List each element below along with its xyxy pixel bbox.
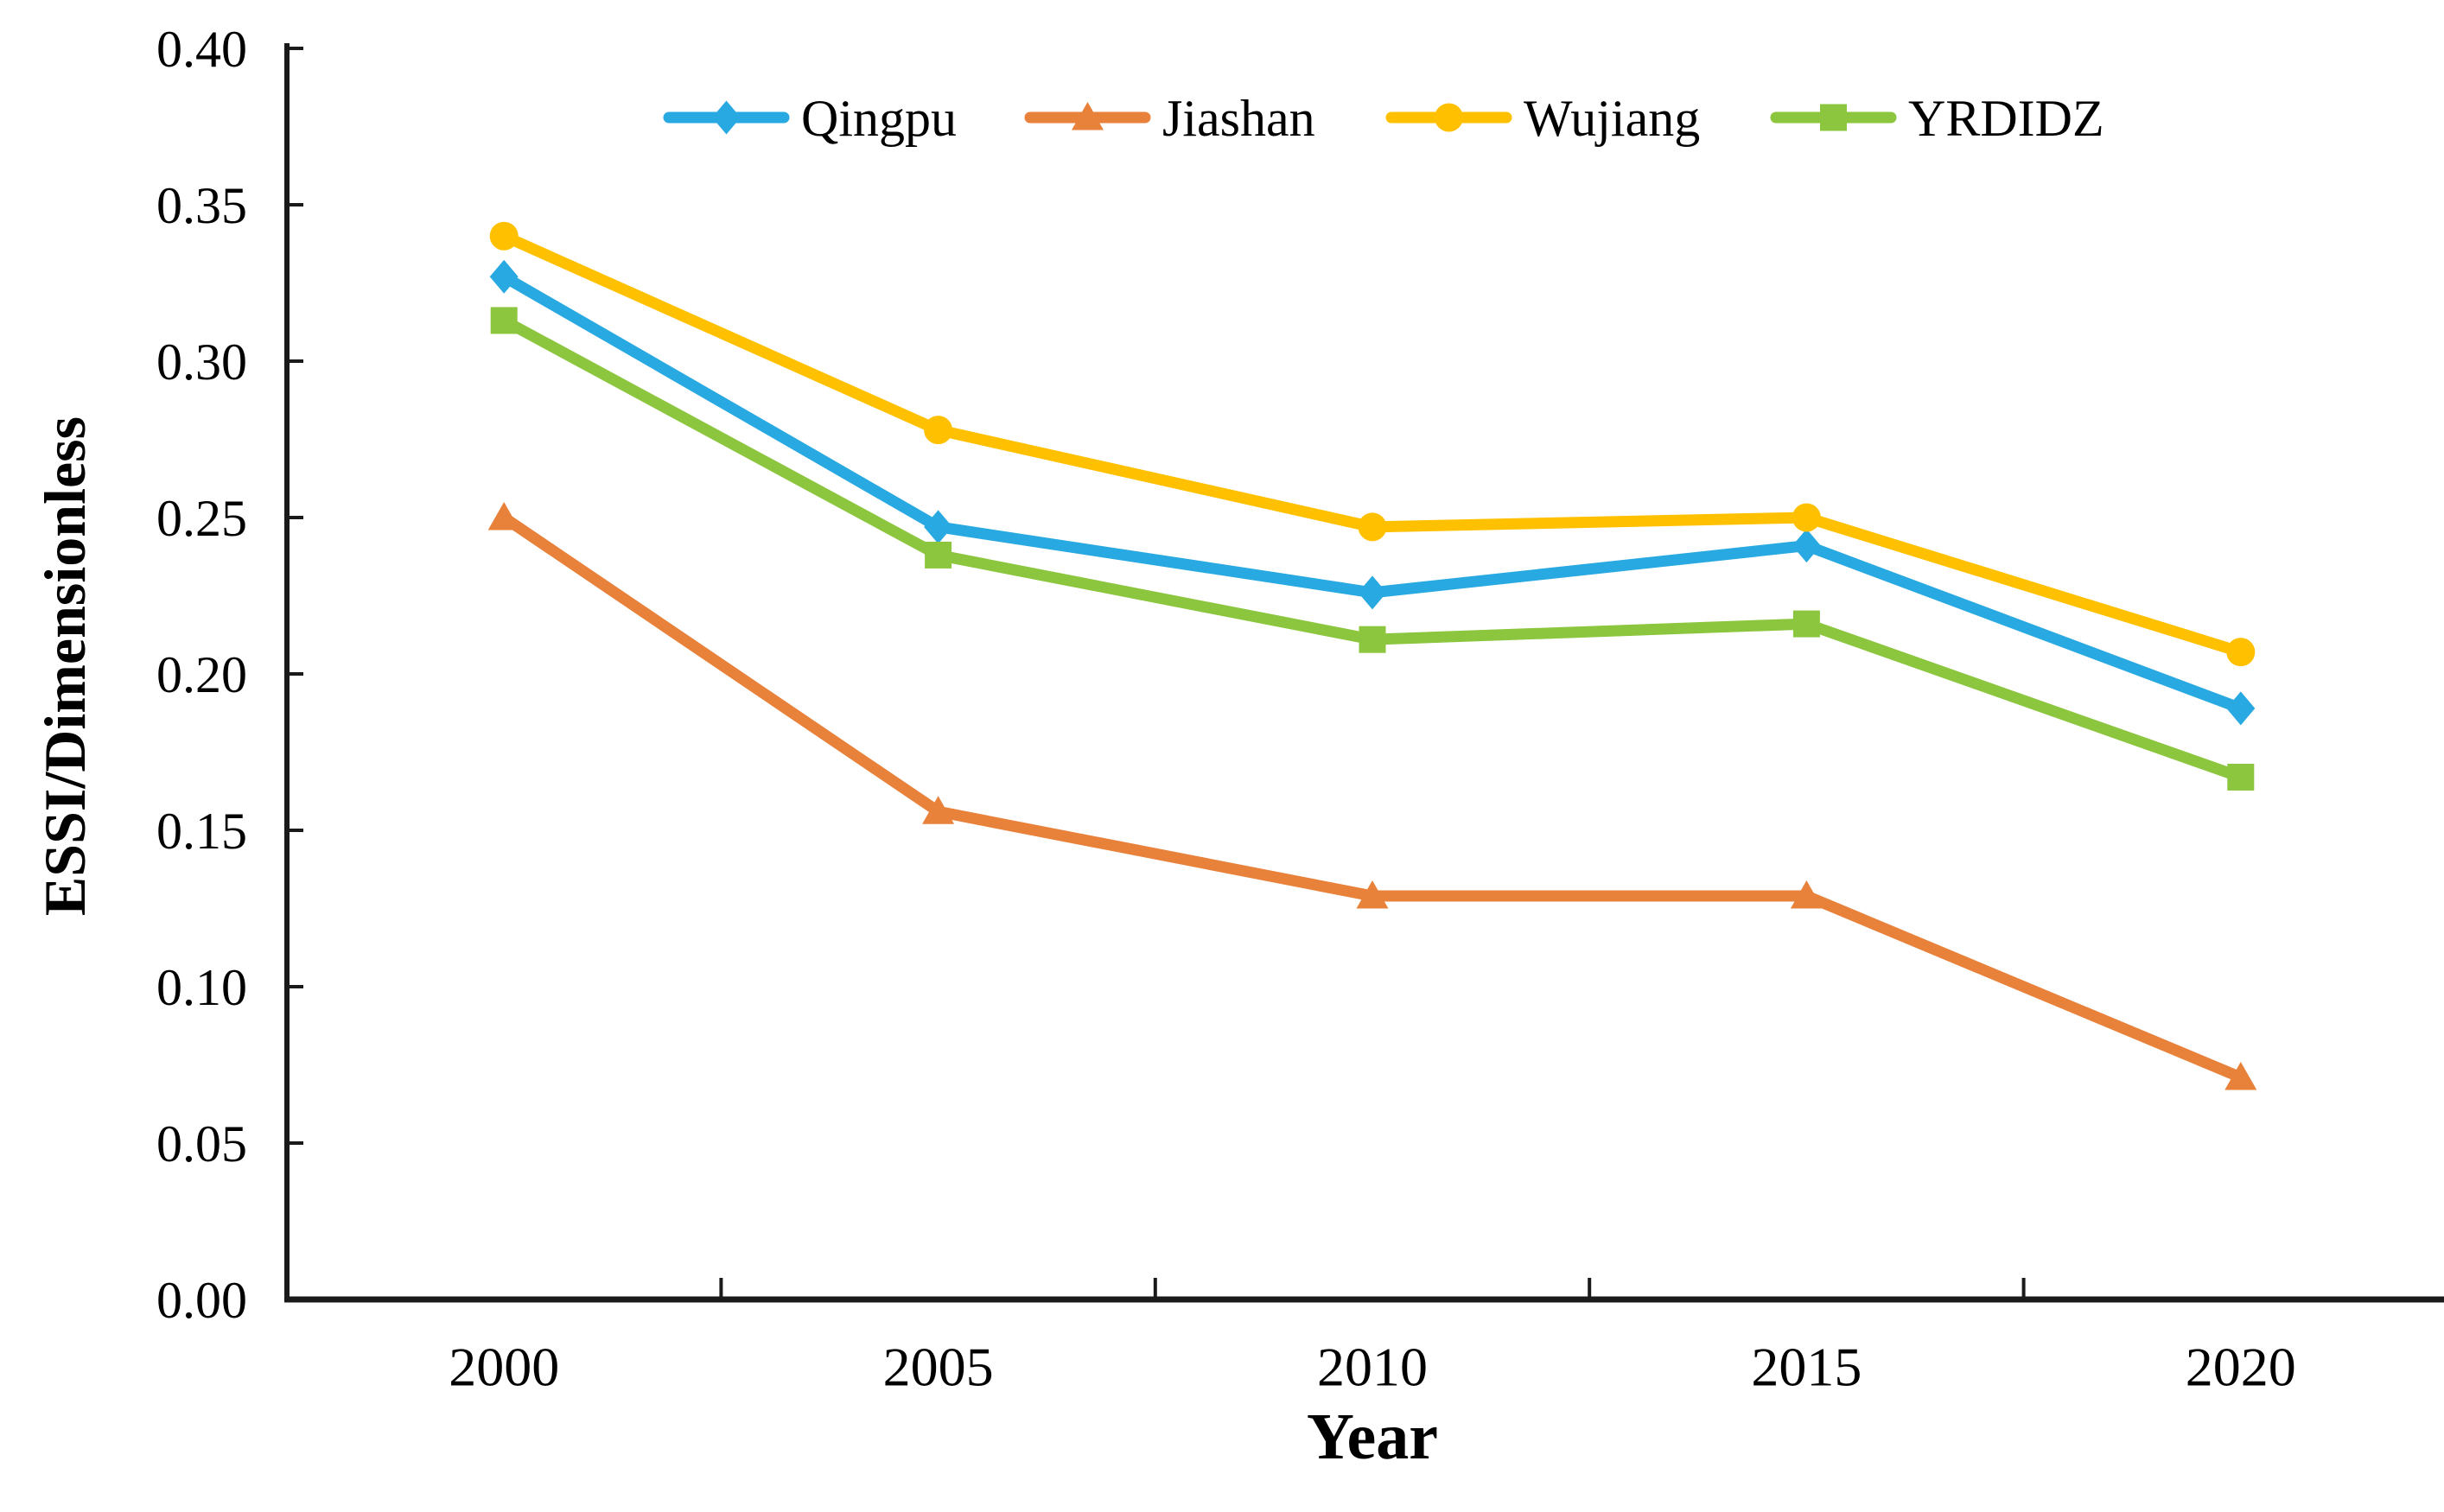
series-qingpu	[489, 259, 2256, 726]
line-chart-canvas: 0.00 0.05 0.10 0.15 0.20 0.25 0.30 0.35 0.40 2000…	[35, 21, 2444, 1473]
marker-qingpu-2020	[2226, 691, 2256, 726]
marker-yrdidz-2000	[490, 307, 518, 334]
series-jiashan	[487, 502, 2257, 1090]
y-tick-label: 0.05	[156, 1115, 247, 1172]
axes-layer: 0.00 0.05 0.10 0.15 0.20 0.25 0.30 0.35 0.40 2000…	[156, 21, 2444, 1397]
marker-qingpu-2010	[1358, 575, 1387, 610]
legend-label-jiashan: Jiashan	[1162, 90, 1315, 147]
legend-diamond-icon	[712, 100, 741, 135]
x-tick-label: 2000	[449, 1336, 559, 1397]
marker-jiashan-2015	[1790, 880, 1823, 909]
legend-triangle-icon	[1072, 102, 1104, 130]
y-tick-label: 0.25	[156, 490, 247, 547]
y-axis-title: ESSI/Dimensionless	[35, 416, 98, 916]
series-wujiang	[489, 221, 2256, 667]
x-axis-title: Year	[1307, 1401, 1438, 1473]
marker-qingpu-2005	[924, 510, 953, 544]
series-line-yrdidz	[498, 314, 2247, 783]
marker-wujiang-2010	[1358, 512, 1387, 542]
marker-jiashan-2020	[2224, 1061, 2257, 1090]
legend-item-yrdidz: YRDIDZ	[1770, 90, 2104, 147]
y-tick-label: 0.20	[156, 646, 247, 703]
marker-qingpu-2015	[1792, 529, 1821, 563]
marker-jiashan-2000	[487, 502, 520, 530]
x-tick-label: 2005	[883, 1336, 994, 1397]
essi-line-chart-figure: 0.00 0.05 0.10 0.15 0.20 0.25 0.30 0.35 0.40 2000…	[35, 14, 2444, 1498]
y-tick-label: 0.30	[156, 334, 247, 391]
legend-label-yrdidz: YRDIDZ	[1908, 90, 2104, 147]
marker-yrdidz-2010	[1359, 626, 1386, 653]
y-tick-label: 0.40	[156, 21, 247, 78]
y-tick-label: 0.10	[156, 959, 247, 1016]
legend-label-qingpu: Qingpu	[801, 90, 957, 147]
y-tick-label: 0.15	[156, 803, 247, 860]
legend-item-jiashan: Jiashan	[1024, 90, 1315, 147]
legend-circle-icon	[1435, 103, 1463, 132]
marker-qingpu-2000	[489, 259, 519, 294]
y-tick-label: 0.00	[156, 1272, 247, 1329]
legend-layer: Qingpu Jiashan Wujiang YRDIDZ	[663, 90, 2104, 147]
marker-wujiang-2015	[1792, 503, 1821, 532]
x-tick-label: 2010	[1317, 1336, 1428, 1397]
legend-square-icon	[1820, 104, 1847, 131]
marker-yrdidz-2015	[1792, 610, 1820, 638]
marker-wujiang-2005	[924, 416, 953, 445]
legend-item-qingpu: Qingpu	[663, 90, 957, 147]
series-yrdidz	[490, 307, 2255, 791]
marker-yrdidz-2020	[2227, 763, 2255, 791]
x-tick-label: 2020	[2186, 1336, 2296, 1397]
legend-label-wujiang: Wujiang	[1524, 90, 1700, 147]
marker-wujiang-2000	[489, 221, 519, 251]
legend-item-wujiang: Wujiang	[1385, 90, 1700, 147]
y-tick-label: 0.35	[156, 177, 247, 234]
marker-jiashan-2005	[922, 796, 955, 824]
marker-jiashan-2010	[1356, 880, 1389, 909]
marker-yrdidz-2005	[925, 541, 952, 569]
x-tick-label: 2015	[1751, 1336, 1862, 1397]
series-layer	[487, 221, 2257, 1090]
marker-wujiang-2020	[2226, 638, 2256, 667]
